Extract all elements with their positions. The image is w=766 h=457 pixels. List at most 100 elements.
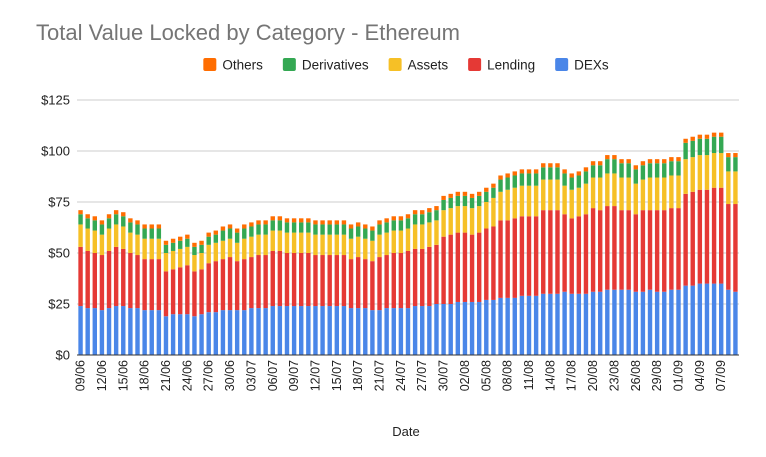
bar-segment-others bbox=[669, 157, 674, 162]
bar-segment-others bbox=[327, 220, 332, 225]
bar-segment-assets bbox=[163, 253, 169, 272]
legend-item-derivatives[interactable]: Derivatives bbox=[282, 58, 369, 73]
bar-segment-others bbox=[476, 191, 482, 196]
bar-segment-dexs bbox=[719, 283, 724, 355]
bar-segment-derivatives bbox=[690, 140, 695, 158]
bar-segment-lending bbox=[647, 210, 653, 290]
bar-segment-lending bbox=[434, 244, 439, 304]
x-tick-label: 23/08 bbox=[607, 360, 621, 391]
bar-segment-lending bbox=[612, 206, 617, 290]
bar-segment-assets bbox=[412, 224, 418, 249]
legend-item-assets[interactable]: Assets bbox=[388, 58, 449, 73]
bar-segment-derivatives bbox=[519, 173, 525, 186]
bar-segment-lending bbox=[562, 214, 567, 292]
bar-segment-derivatives bbox=[334, 224, 340, 235]
bar-segment-dexs bbox=[498, 297, 503, 355]
bar-segment-dexs bbox=[605, 289, 610, 355]
bar-segment-others bbox=[619, 159, 624, 164]
bar-segment-assets bbox=[505, 189, 510, 221]
bar-segment-derivatives bbox=[156, 228, 162, 239]
bar-segment-lending bbox=[370, 261, 375, 311]
bar-segment-dexs bbox=[99, 310, 105, 355]
bar-segment-derivatives bbox=[320, 224, 325, 235]
bar-segment-dexs bbox=[412, 306, 418, 355]
bar-segment-lending bbox=[704, 189, 710, 284]
bar-segment-lending bbox=[519, 216, 525, 296]
bar-segment-derivatives bbox=[384, 222, 389, 233]
bar-segment-assets bbox=[92, 230, 97, 253]
bar-segment-derivatives bbox=[605, 159, 610, 174]
legend-item-dexs[interactable]: DEXs bbox=[555, 58, 609, 73]
bar-segment-assets bbox=[612, 173, 617, 207]
bar-segment-derivatives bbox=[192, 246, 197, 256]
bar-segment-others bbox=[213, 230, 219, 235]
bar-segment-others bbox=[334, 220, 340, 225]
x-tick-label: 21/07 bbox=[373, 360, 387, 391]
bar-segment-lending bbox=[654, 210, 660, 292]
bar-segment-assets bbox=[619, 177, 624, 211]
x-tick-label: 15/06 bbox=[116, 360, 130, 391]
bar-segment-assets bbox=[676, 175, 681, 209]
bar-segment-dexs bbox=[121, 306, 126, 355]
bar-segment-others bbox=[448, 193, 453, 198]
bar-segment-derivatives bbox=[363, 228, 368, 239]
bar-segment-others bbox=[277, 216, 283, 221]
bar-segment-others bbox=[384, 218, 389, 223]
bar-segment-assets bbox=[220, 240, 226, 260]
legend-item-lending[interactable]: Lending bbox=[468, 58, 535, 73]
bar-segment-others bbox=[128, 218, 133, 223]
x-tick-label: 27/07 bbox=[415, 360, 429, 391]
bar-segment-lending bbox=[412, 248, 418, 307]
bar-segment-dexs bbox=[142, 310, 147, 355]
bar-segment-others bbox=[512, 171, 517, 176]
bar-segment-assets bbox=[697, 155, 703, 190]
x-tick-label: 07/09 bbox=[714, 360, 728, 391]
bar-segment-others bbox=[733, 153, 738, 158]
bar-segment-derivatives bbox=[270, 220, 275, 231]
bar-segment-derivatives bbox=[220, 230, 226, 241]
bar-segment-lending bbox=[476, 232, 482, 302]
bar-segment-derivatives bbox=[583, 171, 589, 184]
bar-segment-assets bbox=[142, 238, 147, 260]
bar-segment-assets bbox=[498, 191, 503, 221]
bar-segment-assets bbox=[256, 234, 261, 256]
bar-segment-others bbox=[412, 210, 418, 215]
bar-segment-assets bbox=[519, 185, 525, 217]
bar-segment-derivatives bbox=[135, 224, 140, 235]
bar-segment-others bbox=[576, 171, 582, 176]
bar-segment-assets bbox=[562, 185, 567, 215]
bar-segment-assets bbox=[327, 234, 332, 256]
bar-segment-lending bbox=[697, 189, 703, 284]
bar-segment-derivatives bbox=[562, 173, 567, 186]
bar-segment-lending bbox=[85, 250, 90, 309]
bar-segment-lending bbox=[669, 208, 674, 290]
bar-segment-dexs bbox=[185, 314, 190, 355]
bar-segment-dexs bbox=[476, 301, 482, 355]
bar-segment-assets bbox=[334, 234, 340, 256]
x-tick-label: 21/06 bbox=[159, 360, 173, 391]
bar-segment-dexs bbox=[597, 291, 603, 355]
bar-segment-lending bbox=[341, 255, 347, 307]
x-tick-label: 12/06 bbox=[95, 360, 109, 391]
bar-segment-assets bbox=[242, 238, 247, 260]
bar-segment-dexs bbox=[526, 295, 532, 355]
bar-segment-derivatives bbox=[306, 222, 311, 233]
bar-segment-lending bbox=[199, 269, 204, 315]
bar-segment-others bbox=[690, 136, 695, 141]
bar-segment-others bbox=[249, 222, 254, 227]
bar-segment-others bbox=[149, 224, 154, 229]
bar-segment-assets bbox=[149, 238, 154, 260]
bar-segment-others bbox=[270, 216, 275, 221]
bar-segment-lending bbox=[192, 271, 197, 317]
bar-segment-dexs bbox=[662, 291, 667, 355]
bar-segment-others bbox=[541, 163, 546, 168]
bar-segment-others bbox=[519, 169, 525, 174]
bar-segment-dexs bbox=[263, 308, 268, 355]
bar-segment-lending bbox=[455, 232, 461, 302]
bar-segment-dexs bbox=[156, 310, 162, 355]
bar-segment-dexs bbox=[270, 306, 275, 355]
x-tick-label: 08/08 bbox=[501, 360, 515, 391]
bar-segment-dexs bbox=[234, 310, 240, 355]
bar-segment-others bbox=[484, 187, 489, 192]
legend-item-others[interactable]: Others bbox=[203, 58, 263, 73]
